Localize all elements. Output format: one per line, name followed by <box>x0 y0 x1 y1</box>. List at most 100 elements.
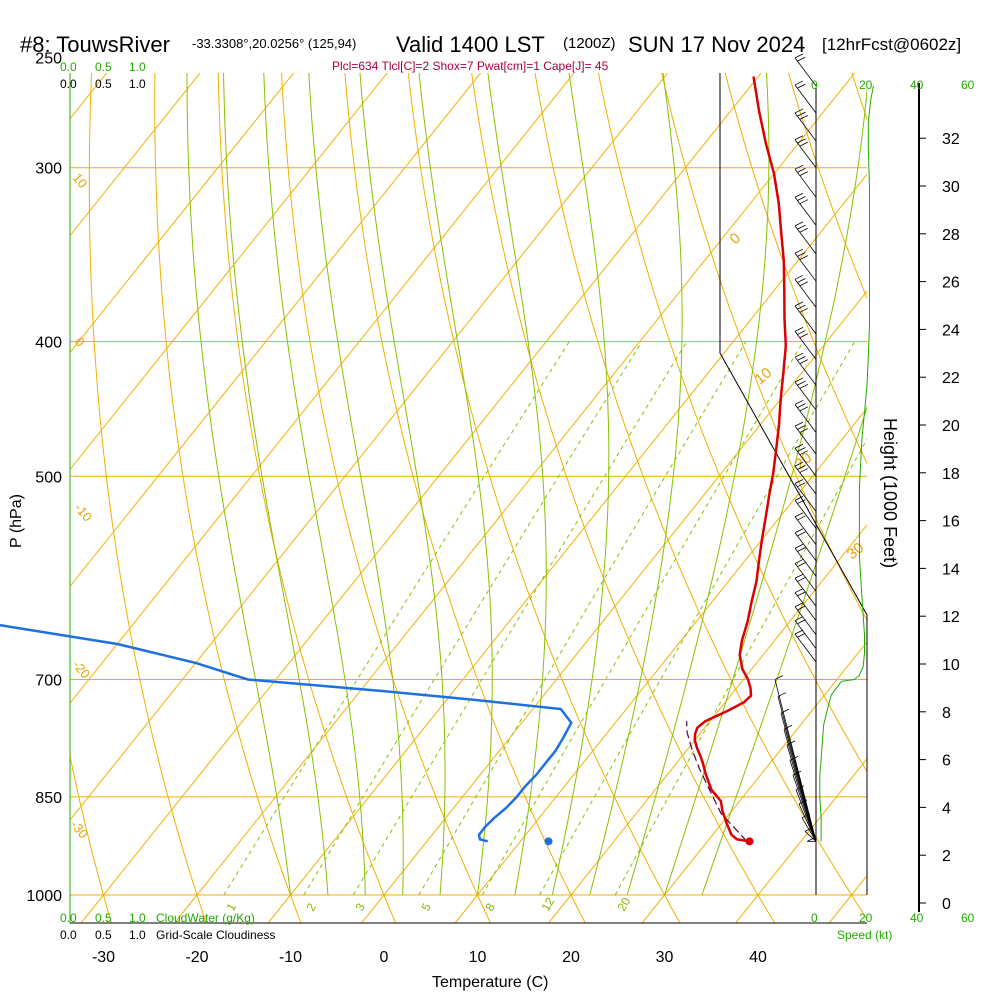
forecast-label: [12hrFcst@0602z] <box>822 35 961 54</box>
wind-barb <box>794 577 817 607</box>
speed-top-2: 40 <box>910 78 924 92</box>
moist-adiabat <box>263 73 366 896</box>
height-tick-32: 32 <box>942 131 960 148</box>
mixing-ratio-line <box>223 341 570 896</box>
wind-barb <box>794 633 817 663</box>
dry-adiabat <box>344 73 586 923</box>
cloudiness-label: Grid-Scale Cloudiness <box>156 928 275 942</box>
dry-adiabat-label: -10 <box>72 500 96 524</box>
valid-date: SUN 17 Nov 2024 <box>628 32 805 57</box>
mixing-ratio-line <box>303 341 643 896</box>
wind-barb-feather <box>794 135 804 141</box>
wind-barb <box>794 465 817 495</box>
station-coords: -33.3308°,20.0256° (125,94) <box>192 36 356 51</box>
isotherm <box>80 73 762 923</box>
wind-barb <box>794 84 817 114</box>
wind-barb-feather <box>797 562 806 567</box>
pressure-tick-500: 500 <box>35 469 62 486</box>
wind-barb <box>794 305 817 335</box>
moist-adiabat <box>551 73 610 896</box>
wind-barb-feather <box>799 171 808 176</box>
mixing-ratio-label: 2 <box>303 900 319 913</box>
pressure-tick-1000: 1000 <box>26 888 62 905</box>
wind-barb-feather <box>797 56 806 62</box>
speed-top-1: 20 <box>859 78 873 92</box>
temp-tick-10: 10 <box>469 949 487 966</box>
wind-barb-feather <box>799 428 808 433</box>
dry-adiabat <box>851 73 867 121</box>
cloudwater-label: CloudWater (g/Kg) <box>156 911 255 925</box>
moist-adiabat <box>186 73 291 896</box>
dry-adiabat <box>724 73 867 465</box>
wind-barb-feather <box>794 588 804 594</box>
height-tick-6: 6 <box>942 753 951 770</box>
moist-adiabat <box>487 73 547 896</box>
wind-barb-feather <box>797 447 806 452</box>
mixing-ratio-line <box>539 341 856 896</box>
speed-axis-title: Speed (kt) <box>837 928 892 942</box>
wind-barb-feather <box>794 443 804 449</box>
moist-adiabat <box>223 73 329 896</box>
wind-barb <box>794 592 817 621</box>
cloud-legend-top-2: 1.0 <box>129 60 146 74</box>
utc-time: (1200Z) <box>563 35 616 52</box>
dry-adiabat-label: 10 <box>70 170 91 191</box>
isotherm <box>641 641 867 923</box>
dry-adiabat <box>281 73 491 923</box>
wind-barb-feather <box>794 421 804 427</box>
isotherm <box>70 73 295 354</box>
wind-barb-feather <box>794 53 804 59</box>
wind-barb-feather <box>799 333 808 339</box>
isotherm <box>0 0 133 924</box>
wind-barb-feather <box>799 450 808 456</box>
isotherm-label: 10 <box>752 364 776 388</box>
moist-adiabat <box>701 405 867 896</box>
height-tick-16: 16 <box>942 514 960 531</box>
height-tick-8: 8 <box>942 705 951 722</box>
cloud-legend-bottom-0: 0.0 <box>60 911 77 925</box>
temp-tick--20: -20 <box>185 949 208 966</box>
wind-barb-feather <box>794 221 804 227</box>
dry-adiabat <box>407 73 681 923</box>
wind-barb-feather <box>794 616 804 621</box>
mixing-ratio-line <box>614 438 867 896</box>
isotherm-label: 0 <box>727 230 744 248</box>
temp-tick--10: -10 <box>279 949 302 966</box>
wind-barb-feather <box>799 141 808 147</box>
isotherm <box>547 524 867 923</box>
isotherm <box>70 73 388 471</box>
wind-barb-feather <box>797 619 806 625</box>
wind-barb <box>794 112 817 142</box>
wind-barbs <box>774 53 817 842</box>
wind-barb-feather <box>794 559 804 564</box>
wind-barb-feather <box>794 326 804 332</box>
height-tick-10: 10 <box>942 657 960 674</box>
speed-bottom-1: 20 <box>859 911 873 925</box>
wind-barb <box>804 831 817 842</box>
isotherm-label: 30 <box>844 539 868 563</box>
wind-barb-feather <box>799 281 808 287</box>
height-tick-0: 0 <box>942 896 951 913</box>
mixing-ratio-label: 3 <box>352 900 368 913</box>
speed-bottom-2: 40 <box>910 911 924 925</box>
upper-boundary <box>719 73 868 895</box>
wind-barb-feather <box>797 111 806 117</box>
cloudiness-legend-bottom-1: 0.5 <box>95 928 112 942</box>
height-tick-22: 22 <box>942 370 960 387</box>
wind-barb <box>794 606 817 636</box>
wind-barb-feather <box>797 632 806 638</box>
wind-barb-feather <box>797 424 806 430</box>
dry-adiabat <box>597 73 867 773</box>
surface-temp-dot <box>745 837 754 846</box>
wind-barb <box>794 483 817 512</box>
cloudiness-legend-bottom-2: 1.0 <box>129 928 146 942</box>
moist-adiabat <box>308 73 404 896</box>
temp-tick-20: 20 <box>562 949 580 966</box>
wind-barb-feather <box>797 577 806 582</box>
cloudiness-legend-bottom-0: 0.0 <box>60 928 77 942</box>
wind-barb <box>794 448 817 477</box>
surface-dewpoint-dot <box>544 837 553 846</box>
wind-barb <box>794 168 817 198</box>
wind-barb-feather <box>797 531 806 537</box>
temp-tick-30: 30 <box>656 949 674 966</box>
